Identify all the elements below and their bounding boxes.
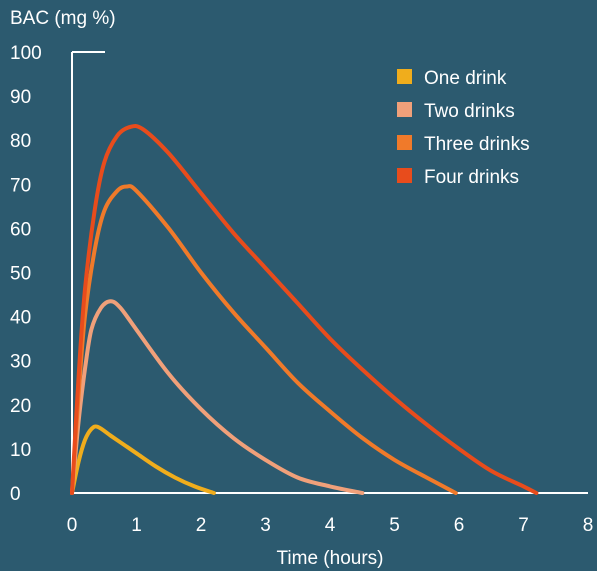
series-line-two-drinks — [70, 299, 365, 495]
y-tick-label: 70 — [10, 175, 31, 196]
y-tick-label: 60 — [10, 219, 31, 240]
y-tick-label: 40 — [10, 308, 31, 329]
legend-label-four-drinks: Four drinks — [424, 167, 519, 188]
series-line-three-drinks — [70, 184, 458, 495]
y-tick-label: 20 — [10, 396, 31, 417]
legend-swatch-four-drinks — [397, 168, 412, 183]
y-tick-label: 100 — [10, 43, 42, 64]
y-tick-label: 80 — [10, 131, 31, 152]
legend-label-two-drinks: Two drinks — [424, 101, 515, 122]
series-line-four-drinks — [70, 124, 539, 495]
legend-swatch-one-drink — [397, 69, 412, 84]
x-tick-label: 7 — [518, 515, 529, 536]
x-tick-label: 4 — [325, 515, 336, 536]
legend-swatch-three-drinks — [397, 135, 412, 150]
x-tick-label: 5 — [389, 515, 400, 536]
y-tick-label: 0 — [10, 484, 21, 505]
x-axis-title: Time (hours) — [277, 548, 384, 569]
y-tick-label: 90 — [10, 87, 31, 108]
x-tick-label: 8 — [583, 515, 594, 536]
axes — [71, 51, 588, 494]
x-tick-labels: 0 1 2 3 4 5 6 7 8 — [67, 515, 594, 536]
x-tick-label: 1 — [131, 515, 142, 536]
x-tick-label: 3 — [260, 515, 271, 536]
y-tick-label: 10 — [10, 440, 31, 461]
y-tick-label: 30 — [10, 352, 31, 373]
series-line-one-drink — [70, 424, 216, 495]
legend: One drink Two drinks Three drinks Four drin… — [397, 68, 530, 188]
x-tick-label: 6 — [454, 515, 465, 536]
y-tick-labels: 0 10 20 30 40 50 60 70 80 90 100 — [10, 43, 42, 505]
legend-swatch-two-drinks — [397, 102, 412, 117]
y-tick-label: 50 — [10, 264, 31, 285]
x-tick-label: 0 — [67, 515, 78, 536]
series-lines — [70, 124, 539, 495]
y-axis-title: BAC (mg %) — [10, 8, 116, 29]
legend-label-one-drink: One drink — [424, 68, 507, 89]
legend-label-three-drinks: Three drinks — [424, 134, 530, 155]
x-tick-label: 2 — [196, 515, 207, 536]
